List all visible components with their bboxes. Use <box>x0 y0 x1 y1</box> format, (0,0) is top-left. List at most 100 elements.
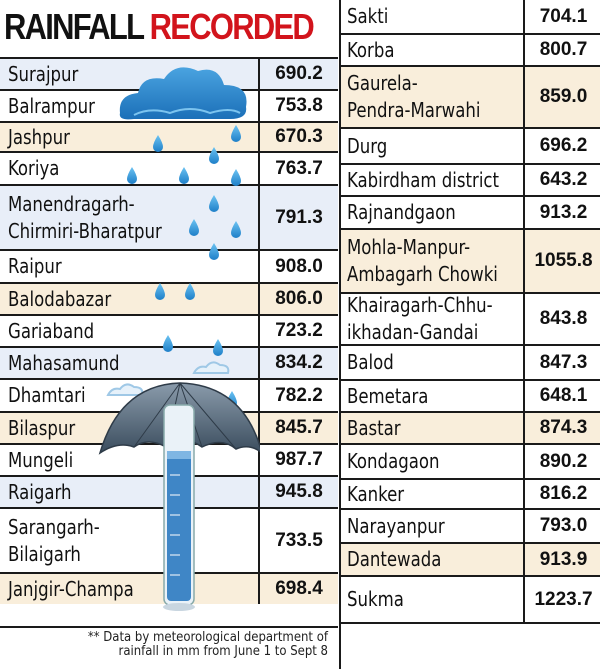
rainfall-value: 763.7 <box>258 153 338 184</box>
rainfall-value: 690.2 <box>258 59 338 89</box>
left-row: Koriya 763.7 <box>0 151 338 184</box>
title: RAINFALL RECORDED <box>4 6 315 48</box>
district-name: Sarangarh- <box>8 515 100 539</box>
rainfall-value: 945.8 <box>258 477 338 507</box>
rainfall-value: 643.2 <box>523 165 600 195</box>
district-name: Gariaband <box>8 319 95 343</box>
district-name: Ambagarh Chowki <box>347 262 498 286</box>
right-row: Gaurela- Pendra-Marwahi 859.0 <box>341 67 600 129</box>
district-name: Jashpur <box>8 125 70 149</box>
district-name: Bilaigarh <box>8 542 81 566</box>
rainfall-value: 696.2 <box>523 129 600 163</box>
district-name: Mahasamund <box>8 351 120 375</box>
left-row: Raipur 908.0 <box>0 249 338 282</box>
district-name: Narayanpur <box>347 514 445 538</box>
rainfall-value: 793.0 <box>523 510 600 542</box>
footnote-line-2: rainfall in mm from June 1 to Sept 8 <box>118 644 328 659</box>
rainfall-value: 782.2 <box>258 380 338 411</box>
district-name: Dhamtari <box>8 383 86 407</box>
title-part-rainfall: RAINFALL <box>4 6 144 47</box>
left-row: Janjgir-Champa 698.4 <box>0 572 338 604</box>
right-row: Bastar 874.3 <box>341 413 600 445</box>
district-name: Balod <box>347 350 394 374</box>
right-row: Khairagarh-Chhu-ikhadan-Gandai 843.8 <box>341 293 600 346</box>
district-name: Sukma <box>347 587 404 611</box>
left-row: Balodabazar 806.0 <box>0 282 338 314</box>
district-name: Kanker <box>347 482 405 506</box>
rainfall-value: 806.0 <box>258 284 338 314</box>
left-row: Mungeli 987.7 <box>0 443 338 475</box>
district-name: Balodabazar <box>8 287 112 311</box>
district-name: Sakti <box>347 4 389 28</box>
district-name: Kondagaon <box>347 449 440 473</box>
district-name: Janjgir-Champa <box>8 577 134 601</box>
rainfall-value: 800.7 <box>523 35 600 65</box>
left-row: Manendragarh- Chirmiri-Bharatpur 791.3 <box>0 184 338 249</box>
title-bar: RAINFALL RECORDED <box>0 0 338 57</box>
district-name: Chirmiri-Bharatpur <box>8 219 162 243</box>
district-name: Mohla-Manpur- <box>347 235 471 259</box>
left-row: Raigarh 945.8 <box>0 475 338 507</box>
left-row: Surajpur 690.2 <box>0 57 338 89</box>
rainfall-value: 733.5 <box>258 509 338 572</box>
rainfall-value: 753.8 <box>258 91 338 121</box>
rainfall-value: 845.7 <box>258 413 338 443</box>
rainfall-value: 834.2 <box>258 348 338 378</box>
rainfall-value: 874.3 <box>523 413 600 443</box>
right-row: Sakti 704.1 <box>341 0 600 35</box>
rainfall-value: 843.8 <box>523 294 600 344</box>
right-row: Kanker 816.2 <box>341 480 600 510</box>
footnote-line-1: ** Data by meteorological department of <box>87 630 328 645</box>
left-panel: RAINFALL RECORDED Surajpur 690.2 Balrampur… <box>0 0 338 669</box>
district-name: Mungeli <box>8 448 74 472</box>
right-row: Narayanpur 793.0 <box>341 510 600 544</box>
left-row: Mahasamund 834.2 <box>0 346 338 378</box>
left-row: Bilaspur 845.7 <box>0 411 338 443</box>
right-row: Bemetara 648.1 <box>341 381 600 413</box>
title-part-recorded: RECORDED <box>149 6 315 47</box>
right-row: Balod 847.3 <box>341 346 600 381</box>
left-row: Jashpur 670.3 <box>0 121 338 151</box>
rainfall-value: 908.0 <box>258 251 338 282</box>
district-name: Bilaspur <box>8 416 76 440</box>
district-name: Bemetara <box>347 384 429 408</box>
right-row: Korba 800.7 <box>341 35 600 67</box>
district-name: Raigarh <box>8 480 72 504</box>
rainfall-value: 698.4 <box>258 574 338 604</box>
district-name: Raipur <box>8 254 62 278</box>
rainfall-value: 1223.7 <box>523 577 600 622</box>
district-name: Durg <box>347 134 388 158</box>
right-row: Durg 696.2 <box>341 129 600 165</box>
district-name: Dantewada <box>347 547 442 571</box>
left-row: Sarangarh- Bilaigarh 733.5 <box>0 507 338 572</box>
district-name: ikhadan-Gandai <box>347 320 479 344</box>
right-table: Sakti 704.1 Korba 800.7 Gaurela- Pendra-Marwa… <box>339 0 600 669</box>
district-name: Khairagarh-Chhu- <box>347 293 493 317</box>
rainfall-value: 913.9 <box>523 544 600 575</box>
left-row: Balrampur 753.8 <box>0 89 338 121</box>
rainfall-value: 890.2 <box>523 445 600 478</box>
district-name: Rajnandgaon <box>347 200 456 224</box>
right-row: Kabirdham district 643.2 <box>341 165 600 197</box>
right-row: Rajnandgaon 913.2 <box>341 197 600 230</box>
rainfall-value: 847.3 <box>523 346 600 379</box>
right-row: Kondagaon 890.2 <box>341 445 600 480</box>
right-row: Mohla-Manpur- Ambagarh Chowki 1055.8 <box>341 230 600 294</box>
district-name: Kabirdham district <box>347 168 500 192</box>
footnote: ** Data by meteorological department of … <box>0 626 338 669</box>
district-name: Surajpur <box>8 62 79 86</box>
district-name: Balrampur <box>8 94 95 118</box>
district-name: Manendragarh- <box>8 192 135 216</box>
left-row: Dhamtari 782.2 <box>0 378 338 411</box>
rainfall-value: 913.2 <box>523 197 600 228</box>
rainfall-value: 648.1 <box>523 381 600 411</box>
rainfall-value: 859.0 <box>523 67 600 127</box>
left-row: Gariaband 723.2 <box>0 314 338 346</box>
rainfall-value: 704.1 <box>523 0 600 33</box>
rainfall-value: 1055.8 <box>523 230 600 292</box>
district-name: Koriya <box>8 156 60 180</box>
district-name: Korba <box>347 38 395 62</box>
district-name: Bastar <box>347 416 401 440</box>
district-name: Gaurela- <box>347 71 418 95</box>
